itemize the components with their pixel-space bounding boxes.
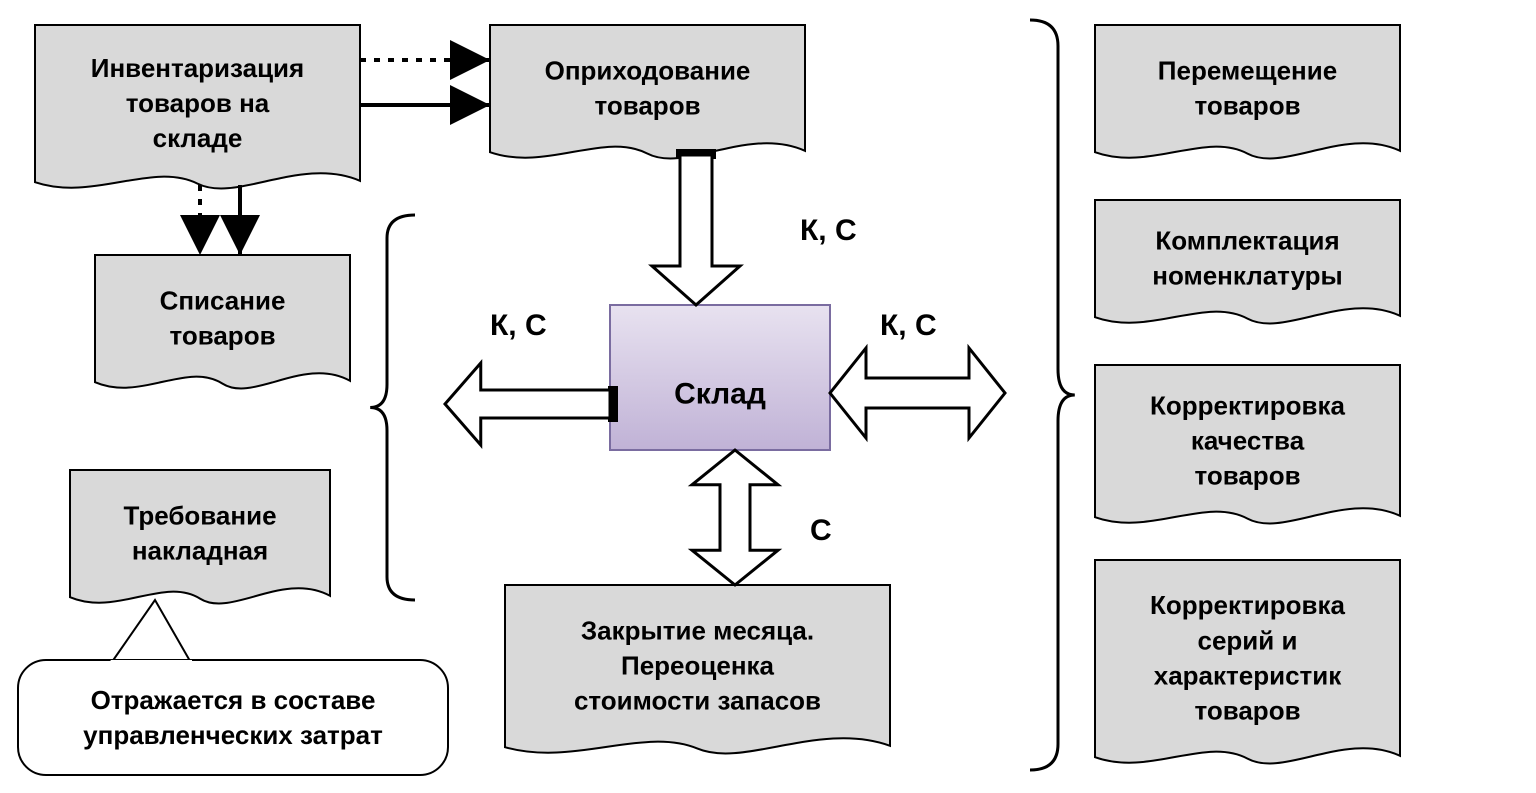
doc-quality: Корректировка качества товаров (1095, 365, 1400, 523)
doc-closing-line1: Переоценка (621, 650, 775, 680)
doc-kitting: Комплектация номенклатуры (1095, 200, 1400, 323)
doc-inventory-line2: складе (153, 123, 243, 153)
doc-quality-line0: Корректировка (1150, 390, 1345, 420)
doc-quality-line2: товаров (1194, 460, 1300, 490)
left-brace (370, 215, 415, 600)
doc-inventory-line1: товаров на (126, 88, 270, 118)
doc-inventory-line0: Инвентаризация (91, 53, 304, 83)
arrow-bottom-double (692, 450, 778, 585)
doc-inventory: Инвентаризация товаров на складе (35, 25, 360, 188)
doc-requisition-line0: Требование (123, 500, 276, 530)
doc-kitting-line1: номенклатуры (1152, 260, 1343, 290)
arrow-down-into-warehouse (652, 155, 740, 305)
edge-label-bottom: С (810, 514, 832, 547)
doc-series-line2: характеристик (1154, 660, 1343, 690)
arrow-left-out-warehouse (445, 363, 610, 445)
doc-kitting-line0: Комплектация (1155, 225, 1339, 255)
arrow-right-double (830, 348, 1005, 438)
callout-line1: управленческих затрат (83, 720, 383, 750)
doc-posting: Оприходование товаров (490, 25, 805, 158)
doc-writeoff-line1: товаров (169, 320, 275, 350)
doc-posting-line1: товаров (594, 90, 700, 120)
doc-closing-line2: стоимости запасов (574, 685, 821, 715)
doc-quality-line1: качества (1191, 425, 1305, 455)
doc-series-line0: Корректировка (1150, 590, 1345, 620)
edge-label-right: К, С (880, 309, 937, 342)
center-label: Склад (674, 378, 766, 411)
callout-mgmt-costs: Отражается в составе управленческих затра… (18, 600, 448, 775)
diagram-canvas: Инвентаризация товаров на складе Оприходова… (0, 0, 1536, 793)
doc-transfer-line0: Перемещение (1158, 55, 1337, 85)
doc-series: Корректировка серий и характеристик товаров (1095, 560, 1400, 763)
edge-label-left: К, С (490, 309, 547, 342)
doc-closing: Закрытие месяца. Переоценка стоимости запа… (505, 585, 890, 753)
right-brace (1030, 20, 1075, 770)
center-warehouse: Склад (610, 305, 830, 450)
doc-writeoff-line0: Списание (160, 285, 286, 315)
doc-series-line1: серий и (1198, 625, 1298, 655)
doc-requisition-line1: накладная (132, 535, 268, 565)
edge-label-top: К, С (800, 214, 857, 247)
doc-requisition: Требование накладная (70, 470, 330, 603)
doc-transfer-line1: товаров (1194, 90, 1300, 120)
doc-closing-line0: Закрытие месяца. (581, 615, 814, 645)
doc-series-line3: товаров (1194, 696, 1300, 726)
doc-writeoff: Списание товаров (95, 255, 350, 388)
doc-transfer: Перемещение товаров (1095, 25, 1400, 158)
doc-posting-line0: Оприходование (545, 55, 751, 85)
callout-line0: Отражается в составе (91, 685, 376, 715)
